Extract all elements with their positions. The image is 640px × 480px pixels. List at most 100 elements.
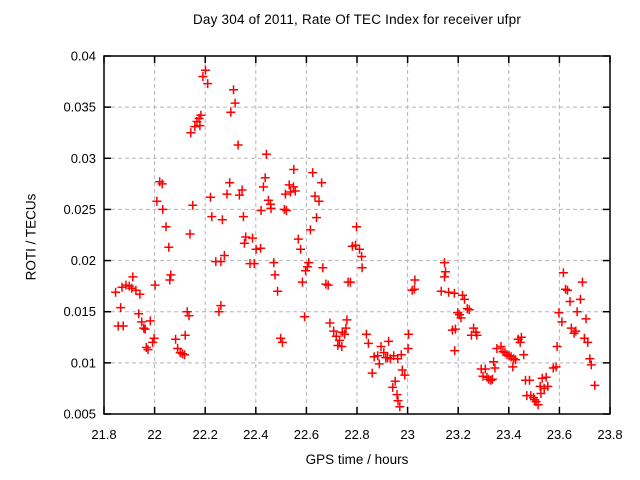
x-axis-label: GPS time / hours (305, 452, 409, 467)
data-point-marker (140, 324, 150, 334)
data-point-marker (458, 290, 467, 300)
data-point-marker (175, 348, 185, 358)
data-point-marker (251, 244, 261, 254)
data-point-marker (565, 297, 575, 306)
data-point-marker (396, 350, 406, 360)
data-point-marker (543, 381, 553, 391)
data-point-marker (310, 191, 320, 201)
data-point-marker (335, 335, 344, 345)
data-point-marker (554, 308, 564, 318)
data-point-marker (145, 316, 155, 326)
data-point-marker (351, 240, 360, 250)
data-point-marker (258, 182, 268, 192)
data-point-marker (276, 333, 286, 343)
data-point-marker (182, 307, 192, 317)
data-point-marker (137, 317, 147, 327)
x-tick-label: 21.8 (91, 427, 116, 442)
data-point-marker (277, 337, 287, 347)
data-point-marker (450, 346, 460, 356)
data-point-marker (361, 329, 371, 339)
data-point-marker (289, 182, 298, 192)
x-tick-label: 23 (400, 427, 414, 442)
data-point-marker (571, 326, 581, 336)
data-point-marker (464, 305, 474, 315)
data-point-marker (318, 263, 328, 273)
data-point-marker (508, 362, 518, 372)
data-point-marker (323, 280, 333, 290)
data-point-marker (238, 212, 248, 222)
data-point-marker (165, 275, 175, 285)
data-point-marker (345, 277, 355, 287)
data-point-marker (373, 351, 383, 361)
data-point-marker (450, 324, 460, 334)
data-point-marker (314, 196, 324, 206)
data-point-marker (317, 178, 327, 188)
x-tick-label: 22.8 (344, 427, 369, 442)
data-point-marker (337, 342, 347, 351)
data-point-marker (537, 373, 547, 383)
data-point-marker (511, 355, 521, 365)
data-point-marker (297, 277, 307, 287)
data-point-marker (541, 372, 551, 382)
data-point-marker (216, 301, 226, 311)
data-point-marker (516, 332, 526, 342)
data-point-marker (286, 187, 295, 197)
data-point-marker (266, 203, 276, 213)
x-tick-label: 22 (147, 427, 161, 442)
data-point-marker (558, 268, 568, 278)
data-point-marker (237, 185, 247, 195)
data-point-marker (436, 286, 446, 296)
data-point-marker (552, 342, 562, 351)
data-point-marker (509, 354, 519, 364)
data-point-marker (190, 122, 200, 132)
data-point-marker (118, 321, 128, 331)
data-point-marker (164, 242, 174, 252)
data-point-marker (460, 294, 469, 304)
data-point-marker (577, 277, 587, 287)
data-point-marker (226, 107, 236, 117)
chart-title: Day 304 of 2011, Rate Of TEC Index for r… (192, 12, 522, 27)
data-point-marker (453, 308, 463, 318)
data-point-marker (407, 285, 417, 295)
y-tick-label: 0.025 (63, 202, 96, 217)
x-tick-label: 22.2 (193, 427, 218, 442)
data-point-marker (404, 329, 414, 339)
data-point-marker (357, 263, 367, 273)
data-point-marker (342, 315, 352, 325)
x-tick-label: 22.4 (243, 427, 268, 442)
data-point-marker (441, 267, 450, 277)
data-point-marker (519, 350, 529, 360)
data-point-marker (449, 288, 459, 298)
data-point-marker (367, 368, 377, 378)
data-point-marker (462, 304, 472, 314)
data-point-marker (533, 400, 543, 410)
data-point-marker (131, 285, 141, 295)
data-point-marker (195, 121, 205, 131)
y-tick-label: 0.01 (71, 355, 96, 370)
data-point-marker (355, 244, 364, 254)
data-point-marker (300, 312, 310, 322)
data-point-marker (581, 314, 591, 324)
data-point-marker (263, 195, 273, 205)
data-point-marker (490, 363, 500, 373)
data-point-marker (289, 165, 299, 174)
data-point-marker (217, 215, 227, 225)
data-point-marker (207, 212, 217, 222)
data-point-marker (489, 357, 499, 367)
data-point-marker (440, 272, 449, 282)
data-point-marker (134, 309, 144, 319)
data-point-marker (281, 206, 291, 215)
data-point-marker (148, 337, 158, 347)
data-point-marker (376, 342, 386, 351)
data-point-marker (312, 213, 321, 223)
data-point-marker (270, 270, 280, 280)
data-point-marker (261, 149, 271, 159)
data-point-marker (536, 389, 546, 398)
data-point-marker (393, 396, 403, 406)
data-point-marker (117, 282, 127, 292)
data-point-marker (563, 285, 572, 295)
data-point-marker (233, 140, 243, 150)
data-point-marker (305, 225, 315, 235)
data-point-marker (219, 251, 229, 260)
